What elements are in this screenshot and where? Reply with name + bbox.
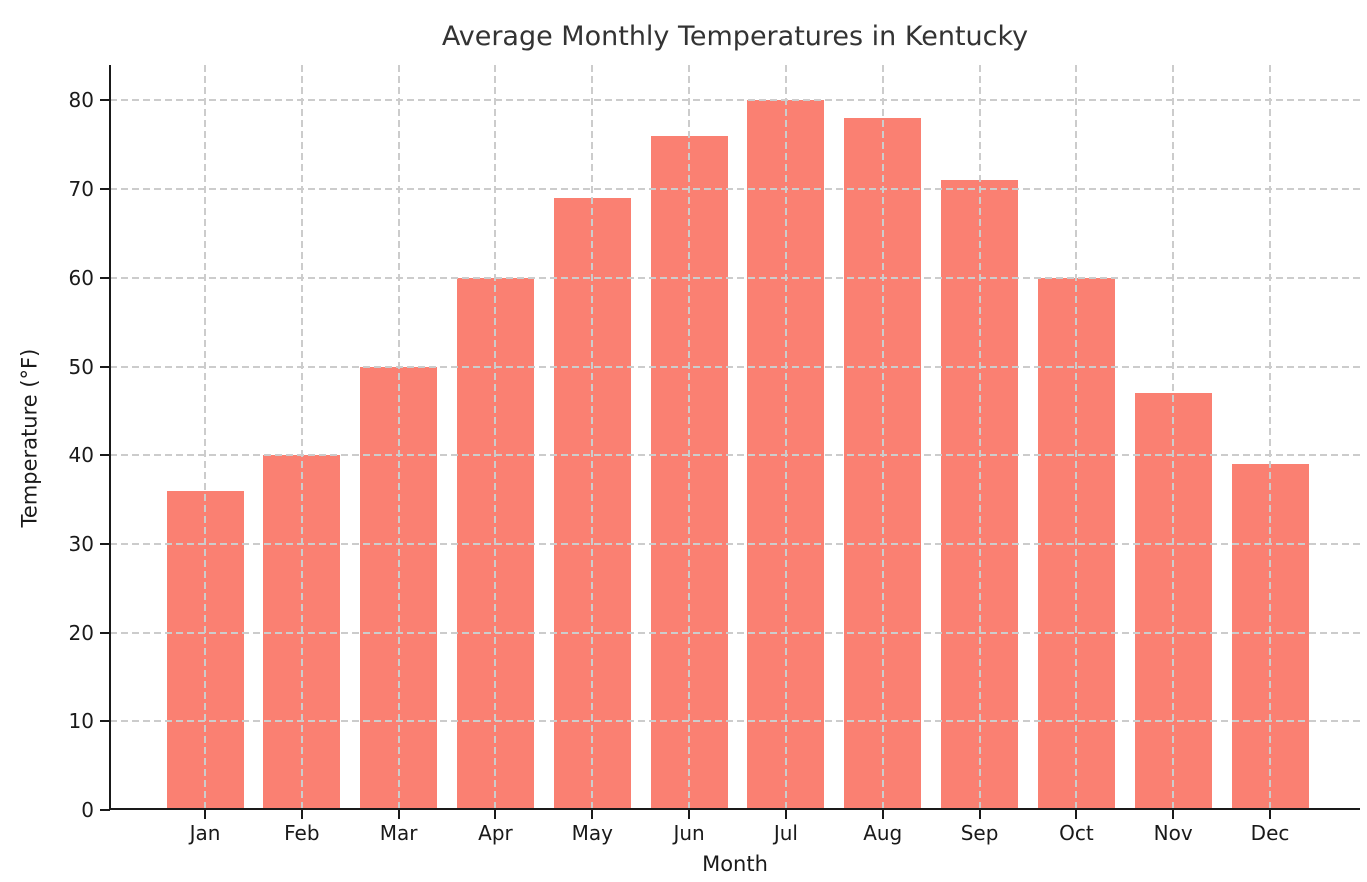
y-tick-label-40: 40 xyxy=(68,443,94,468)
y-tick-40 xyxy=(100,454,110,457)
bar-feb xyxy=(263,455,341,810)
y-axis-label: Temperature (°F) xyxy=(17,348,42,527)
x-tick-oct xyxy=(1075,810,1078,819)
x-tick-label-apr: Apr xyxy=(478,821,513,845)
gridline-h-70 xyxy=(110,188,1360,191)
x-tick-label-dec: Dec xyxy=(1250,821,1290,845)
y-tick-label-50: 50 xyxy=(68,354,94,379)
y-tick-70 xyxy=(100,188,110,191)
bar-jan xyxy=(166,490,244,810)
x-tick-label-mar: Mar xyxy=(379,821,418,845)
x-tick-nov xyxy=(1172,810,1175,819)
x-tick-may xyxy=(591,810,594,819)
x-tick-jan xyxy=(204,810,206,819)
bar-mar xyxy=(360,366,438,810)
y-tick-30 xyxy=(100,542,110,545)
bar-jul xyxy=(747,100,825,810)
x-tick-aug xyxy=(881,810,884,819)
chart-title: Average Monthly Temperatures in Kentucky xyxy=(441,21,1029,52)
x-tick-label-jul: Jul xyxy=(773,821,798,845)
gridline-h-60 xyxy=(110,276,1360,279)
bar-may xyxy=(553,198,631,810)
y-tick-10 xyxy=(100,720,110,723)
x-tick-label-sep: Sep xyxy=(960,821,999,845)
gridline-h-80 xyxy=(110,99,1360,102)
x-tick-label-may: May xyxy=(571,821,613,845)
y-tick-label-10: 10 xyxy=(68,709,94,734)
x-tick-apr xyxy=(494,810,497,819)
plot-area: Average Monthly Temperatures in Kentucky… xyxy=(18,21,1360,875)
gridline-h-50 xyxy=(110,365,1360,368)
y-tick-label-70: 70 xyxy=(68,177,94,202)
y-tick-20 xyxy=(100,631,110,634)
bar-nov xyxy=(1134,393,1212,810)
y-tick-label-20: 20 xyxy=(68,620,94,645)
x-tick-label-nov: Nov xyxy=(1153,821,1193,845)
x-tick-feb xyxy=(300,810,303,819)
bar-aug xyxy=(844,118,922,810)
x-axis-label: Month xyxy=(702,852,768,876)
y-tick-50 xyxy=(100,365,110,368)
bar-apr xyxy=(456,277,534,810)
bar-jun xyxy=(650,135,728,810)
y-axis-spine xyxy=(109,65,111,810)
y-tick-label-60: 60 xyxy=(68,265,94,290)
x-tick-label-aug: Aug xyxy=(863,821,903,845)
y-tick-label-0: 0 xyxy=(81,798,94,822)
x-tick-label-oct: Oct xyxy=(1059,821,1094,845)
y-tick-60 xyxy=(100,276,110,279)
y-tick-label-80: 80 xyxy=(68,88,94,113)
x-axis-spine xyxy=(109,808,1360,810)
x-tick-sep xyxy=(978,810,981,819)
y-tick-label-30: 30 xyxy=(68,531,94,556)
x-tick-mar xyxy=(397,810,400,819)
x-tick-jul xyxy=(784,810,787,819)
y-tick-0 xyxy=(100,809,110,811)
bar-oct xyxy=(1037,277,1115,810)
x-tick-label-jun: Jun xyxy=(673,821,705,845)
bar-sep xyxy=(941,180,1019,810)
x-tick-jun xyxy=(688,810,691,819)
y-tick-80 xyxy=(100,99,110,102)
x-tick-label-feb: Feb xyxy=(284,821,320,845)
x-tick-dec xyxy=(1269,810,1272,819)
bar-dec xyxy=(1231,464,1309,810)
x-tick-label-jan: Jan xyxy=(189,821,221,845)
